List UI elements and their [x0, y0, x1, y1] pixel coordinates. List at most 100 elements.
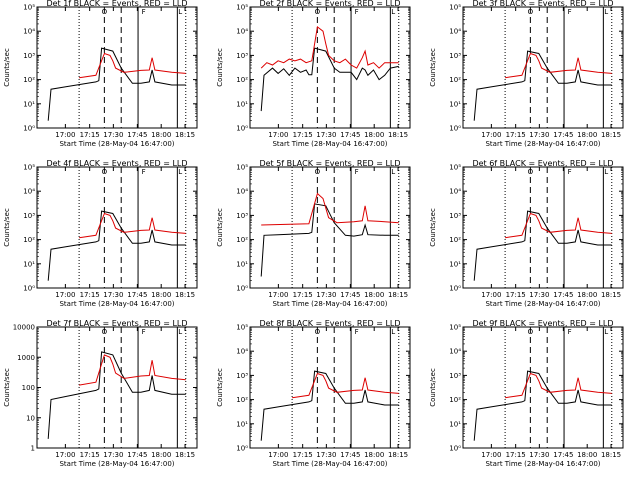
- marker-label-O: O: [315, 8, 321, 16]
- series-line-lld: [261, 192, 399, 226]
- x-tick-label: 17:30: [316, 131, 336, 139]
- y-axis-label: Counts/sec: [216, 368, 224, 407]
- y-tick-label: 10⁰: [449, 125, 461, 133]
- chart-svg-6: Det 6f BLACK = Events, RED = LLD Counts/s…: [429, 159, 624, 308]
- x-tick-label: 17:30: [529, 451, 549, 459]
- x-tick-label: 17:30: [103, 131, 123, 139]
- marker-label-L: L: [178, 168, 182, 176]
- series-line-events: [473, 210, 612, 281]
- y-tick-label: 10⁵: [449, 164, 461, 172]
- x-tick-label: 18:15: [601, 131, 621, 139]
- series-line-lld: [505, 52, 612, 79]
- plot-frame: [462, 166, 624, 289]
- x-tick-label: 17:30: [316, 451, 336, 459]
- marker-label-L: L: [604, 328, 608, 336]
- chart-title: Det 1f BLACK = Events, RED = LLD: [46, 0, 187, 8]
- y-tick-label: 10⁴: [23, 188, 35, 196]
- x-tick-label: 17:30: [529, 131, 549, 139]
- chart-svg-3: Det 3f BLACK = Events, RED = LLD Counts/s…: [429, 0, 624, 148]
- x-tick-label: 17:30: [103, 291, 123, 299]
- x-tick-label: 17:45: [127, 291, 147, 299]
- series-line-events: [47, 47, 186, 121]
- y-tick-label: 10⁴: [236, 348, 248, 356]
- x-axis-label: Start Time (28-May-04 16:47:00): [59, 460, 174, 468]
- y-tick-label: 10²: [236, 396, 248, 404]
- y-tick-label: 10⁴: [23, 28, 35, 36]
- y-tick-label: 10¹: [449, 260, 461, 268]
- series-line-lld: [260, 25, 399, 69]
- marker-label-L: L: [604, 8, 608, 16]
- chart-panel-4: Det 4f BLACK = Events, RED = LLD Counts/s…: [0, 159, 213, 320]
- x-tick-label: 18:00: [577, 131, 597, 139]
- x-tick-label: 17:30: [316, 291, 336, 299]
- plot-frame: [249, 326, 411, 449]
- chart-title: Det 7f BLACK = Events, RED = LLD: [46, 319, 187, 328]
- y-tick-label: 10⁴: [236, 28, 248, 36]
- marker-label-O: O: [102, 8, 108, 16]
- x-tick-label: 17:30: [103, 451, 123, 459]
- chart-panel-1: Det 1f BLACK = Events, RED = LLD Counts/s…: [0, 0, 213, 160]
- chart-title: Det 2f BLACK = Events, RED = LLD: [259, 0, 400, 8]
- x-tick-label: 17:45: [553, 131, 573, 139]
- chart-title: Det 4f BLACK = Events, RED = LLD: [46, 159, 187, 168]
- x-tick-label: 18:15: [388, 131, 408, 139]
- y-tick-label: 10¹: [23, 100, 35, 108]
- y-tick-label: 10²: [449, 396, 461, 404]
- marker-label-O: O: [528, 328, 534, 336]
- x-tick-label: 17:45: [340, 131, 360, 139]
- y-tick-label: 10¹: [449, 100, 461, 108]
- chart-panel-6: Det 6f BLACK = Events, RED = LLD Counts/s…: [426, 159, 639, 320]
- y-tick-label: 10³: [236, 212, 248, 220]
- chart-panel-9: Det 9f BLACK = Events, RED = LLD Counts/s…: [426, 319, 639, 480]
- x-axis-label: Start Time (28-May-04 16:47:00): [272, 460, 387, 468]
- series-line-events: [47, 351, 186, 439]
- marker-label-L: L: [391, 168, 395, 176]
- y-axis-label: Counts/sec: [3, 368, 11, 407]
- y-axis-label: Counts/sec: [216, 48, 224, 87]
- plot-frame: [249, 166, 411, 289]
- chart-panel-3: Det 3f BLACK = Events, RED = LLD Counts/s…: [426, 0, 639, 160]
- y-tick-label: 10⁴: [449, 188, 461, 196]
- marker-label-F: F: [355, 328, 359, 336]
- x-tick-label: 17:45: [127, 451, 147, 459]
- x-tick-label: 17:15: [293, 451, 313, 459]
- series-line-events: [260, 203, 399, 277]
- y-tick-label: 10³: [23, 212, 35, 220]
- series-line-lld: [505, 212, 612, 239]
- marker-label-O: O: [315, 168, 321, 176]
- y-axis-label: Counts/sec: [216, 208, 224, 247]
- y-tick-label: 10⁰: [236, 125, 248, 133]
- y-tick-label: 10²: [449, 236, 461, 244]
- x-tick-label: 17:00: [481, 451, 501, 459]
- x-tick-label: 17:00: [481, 291, 501, 299]
- x-tick-label: 18:00: [151, 451, 171, 459]
- y-axis-label: Counts/sec: [3, 208, 11, 247]
- x-tick-label: 18:15: [175, 131, 195, 139]
- series-line-events: [260, 47, 399, 112]
- y-axis-label: Counts/sec: [429, 48, 437, 87]
- y-tick-label: 10⁵: [236, 4, 248, 12]
- x-tick-label: 17:15: [293, 131, 313, 139]
- x-axis-label: Start Time (28-May-04 16:47:00): [485, 300, 600, 308]
- x-tick-label: 17:00: [268, 291, 288, 299]
- y-tick-label: 10⁵: [236, 164, 248, 172]
- y-tick-label: 10¹: [236, 420, 248, 428]
- x-tick-label: 18:15: [175, 451, 195, 459]
- y-tick-label: 10¹: [236, 100, 248, 108]
- chart-panel-8: Det 8f BLACK = Events, RED = LLD Counts/s…: [213, 319, 426, 480]
- x-tick-label: 18:15: [601, 451, 621, 459]
- y-tick-label: 10⁴: [449, 28, 461, 36]
- x-tick-label: 17:15: [80, 131, 100, 139]
- x-axis-label: Start Time (28-May-04 16:47:00): [272, 140, 387, 148]
- y-tick-label: 10³: [449, 212, 461, 220]
- y-tick-label: 1000: [17, 354, 35, 362]
- y-tick-label: 10⁰: [449, 285, 461, 293]
- y-tick-label: 10⁵: [449, 4, 461, 12]
- series-line-events: [473, 370, 612, 441]
- x-tick-label: 17:45: [553, 451, 573, 459]
- x-tick-label: 18:00: [577, 291, 597, 299]
- chart-svg-2: Det 2f BLACK = Events, RED = LLD Counts/s…: [216, 0, 411, 148]
- y-tick-label: 10⁰: [23, 285, 35, 293]
- x-tick-label: 17:00: [268, 451, 288, 459]
